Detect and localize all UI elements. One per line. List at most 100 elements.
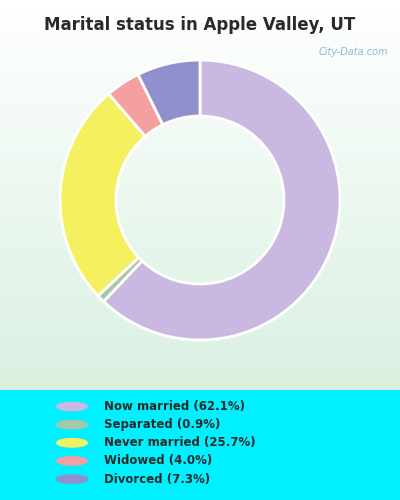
- Bar: [0, 133, 400, 136]
- Bar: [0, 286, 400, 289]
- Bar: [0, 146, 400, 150]
- Bar: [0, 247, 400, 250]
- Bar: [0, 78, 400, 81]
- Bar: [0, 332, 400, 335]
- Bar: [0, 205, 400, 208]
- Circle shape: [57, 438, 87, 447]
- Bar: [0, 20, 400, 22]
- Bar: [0, 101, 400, 104]
- Bar: [0, 299, 400, 302]
- Bar: [0, 124, 400, 126]
- Bar: [0, 46, 400, 49]
- Bar: [0, 52, 400, 55]
- Wedge shape: [104, 60, 340, 340]
- Bar: [0, 384, 400, 387]
- Bar: [0, 228, 400, 231]
- Bar: [0, 234, 400, 237]
- Bar: [0, 335, 400, 338]
- Bar: [0, 276, 400, 280]
- Bar: [0, 150, 400, 153]
- Bar: [0, 143, 400, 146]
- Bar: [0, 182, 400, 185]
- Bar: [0, 328, 400, 332]
- Bar: [0, 62, 400, 65]
- Bar: [0, 179, 400, 182]
- Bar: [0, 68, 400, 71]
- Bar: [0, 140, 400, 143]
- Bar: [0, 55, 400, 58]
- Bar: [0, 370, 400, 374]
- Bar: [0, 231, 400, 234]
- Text: Separated (0.9%): Separated (0.9%): [104, 418, 220, 431]
- Bar: [0, 322, 400, 325]
- Bar: [0, 250, 400, 254]
- Bar: [0, 214, 400, 218]
- Bar: [0, 318, 400, 322]
- Bar: [0, 126, 400, 130]
- Bar: [0, 136, 400, 140]
- Wedge shape: [98, 258, 142, 302]
- Bar: [0, 361, 400, 364]
- Bar: [0, 185, 400, 188]
- Bar: [0, 58, 400, 61]
- Bar: [0, 224, 400, 228]
- Bar: [0, 208, 400, 211]
- Bar: [0, 211, 400, 214]
- Bar: [0, 65, 400, 68]
- Bar: [0, 16, 400, 20]
- Bar: [0, 240, 400, 244]
- Bar: [0, 198, 400, 202]
- Bar: [0, 218, 400, 221]
- Bar: [0, 195, 400, 198]
- Bar: [0, 308, 400, 312]
- Bar: [0, 202, 400, 205]
- Circle shape: [57, 457, 87, 465]
- Bar: [0, 280, 400, 283]
- Bar: [0, 367, 400, 370]
- Wedge shape: [109, 74, 163, 136]
- Bar: [0, 312, 400, 316]
- Bar: [0, 358, 400, 361]
- Bar: [0, 302, 400, 306]
- Bar: [0, 117, 400, 120]
- Bar: [0, 6, 400, 10]
- Text: Never married (25.7%): Never married (25.7%): [104, 436, 256, 450]
- Bar: [0, 283, 400, 286]
- Bar: [0, 221, 400, 224]
- Bar: [0, 42, 400, 45]
- Bar: [0, 74, 400, 78]
- Bar: [0, 263, 400, 266]
- Bar: [0, 325, 400, 328]
- Bar: [0, 316, 400, 318]
- Bar: [0, 188, 400, 192]
- Bar: [0, 341, 400, 344]
- Bar: [0, 377, 400, 380]
- Wedge shape: [138, 60, 200, 124]
- Bar: [0, 114, 400, 117]
- Bar: [0, 13, 400, 16]
- Bar: [0, 26, 400, 29]
- Bar: [0, 156, 400, 159]
- Bar: [0, 22, 400, 26]
- Bar: [0, 169, 400, 172]
- Bar: [0, 94, 400, 98]
- Bar: [0, 354, 400, 358]
- Bar: [0, 81, 400, 84]
- Circle shape: [57, 420, 87, 429]
- Bar: [0, 344, 400, 348]
- Bar: [0, 91, 400, 94]
- Bar: [0, 176, 400, 179]
- Bar: [0, 306, 400, 308]
- Bar: [0, 130, 400, 133]
- Bar: [0, 108, 400, 110]
- Bar: [0, 296, 400, 299]
- Bar: [0, 238, 400, 240]
- Bar: [0, 172, 400, 176]
- Bar: [0, 292, 400, 296]
- Bar: [0, 98, 400, 101]
- Bar: [0, 36, 400, 39]
- Text: Marital status in Apple Valley, UT: Marital status in Apple Valley, UT: [44, 16, 356, 34]
- Text: Divorced (7.3%): Divorced (7.3%): [104, 472, 210, 486]
- Bar: [0, 32, 400, 36]
- Bar: [0, 120, 400, 124]
